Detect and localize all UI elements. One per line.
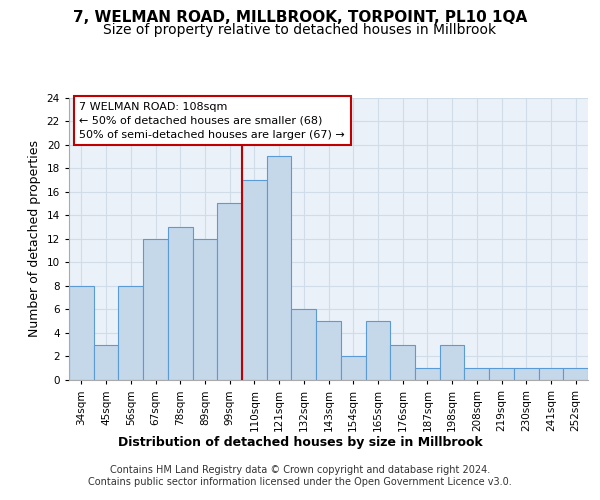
Bar: [168, 227, 193, 380]
Y-axis label: Number of detached properties: Number of detached properties: [28, 140, 41, 337]
Bar: [316, 321, 341, 380]
Bar: [390, 344, 415, 380]
Bar: [563, 368, 588, 380]
Text: 7, WELMAN ROAD, MILLBROOK, TORPOINT, PL10 1QA: 7, WELMAN ROAD, MILLBROOK, TORPOINT, PL1…: [73, 10, 527, 25]
Bar: [440, 344, 464, 380]
Bar: [489, 368, 514, 380]
Bar: [69, 286, 94, 380]
Bar: [118, 286, 143, 380]
Bar: [365, 321, 390, 380]
Bar: [415, 368, 440, 380]
Bar: [292, 310, 316, 380]
Text: 7 WELMAN ROAD: 108sqm
← 50% of detached houses are smaller (68)
50% of semi-deta: 7 WELMAN ROAD: 108sqm ← 50% of detached …: [79, 102, 345, 140]
Bar: [341, 356, 365, 380]
Bar: [94, 344, 118, 380]
Bar: [193, 239, 217, 380]
Bar: [514, 368, 539, 380]
Bar: [242, 180, 267, 380]
Bar: [464, 368, 489, 380]
Bar: [267, 156, 292, 380]
Bar: [217, 204, 242, 380]
Bar: [143, 239, 168, 380]
Text: Contains HM Land Registry data © Crown copyright and database right 2024.
Contai: Contains HM Land Registry data © Crown c…: [88, 465, 512, 487]
Text: Size of property relative to detached houses in Millbrook: Size of property relative to detached ho…: [103, 23, 497, 37]
Bar: [539, 368, 563, 380]
Text: Distribution of detached houses by size in Millbrook: Distribution of detached houses by size …: [118, 436, 482, 449]
